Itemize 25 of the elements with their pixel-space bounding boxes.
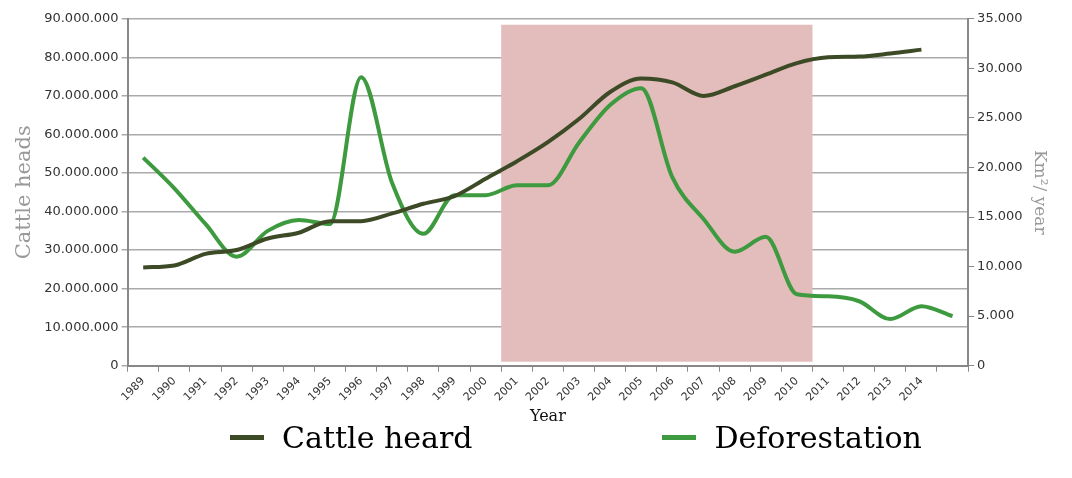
y-tick-label: 90.000.000 <box>44 10 119 26</box>
y2-tick-label: 0 <box>977 357 986 373</box>
y2-tick-label: 20.000 <box>977 158 1023 174</box>
y-tick-label: 40.000.000 <box>44 202 119 218</box>
y-tick-label: 80.000.000 <box>44 48 119 64</box>
line-series <box>141 47 924 270</box>
y-tick-label: 70.000.000 <box>44 87 119 103</box>
line-series <box>141 75 955 322</box>
y-tick-label: 20.000.000 <box>44 279 119 295</box>
y-tick-label: 60.000.000 <box>44 125 119 141</box>
y-tick-label: 0 <box>110 357 119 373</box>
y-tick-label: 10.000.000 <box>44 318 119 334</box>
y2-tick-label: 15.000 <box>977 208 1023 224</box>
y2-tick-label: 25.000 <box>977 109 1023 125</box>
legend-label: Deforestation <box>714 420 922 455</box>
y2-tick-label: 10.000 <box>977 257 1023 273</box>
y2-tick-label: 5.000 <box>977 307 1015 323</box>
y2-tick-label: 30.000 <box>977 59 1023 75</box>
x-axis-title: Year <box>528 405 567 425</box>
y2-tick-label: 35.000 <box>977 10 1023 26</box>
y-tick-label: 30.000.000 <box>44 241 119 257</box>
legend-label: Cattle heard <box>282 420 473 455</box>
y-axis-title: Cattle heads <box>11 125 36 260</box>
y2-axis-title: Km²/ year <box>1031 149 1052 236</box>
y-tick-label: 50.000.000 <box>44 164 119 180</box>
